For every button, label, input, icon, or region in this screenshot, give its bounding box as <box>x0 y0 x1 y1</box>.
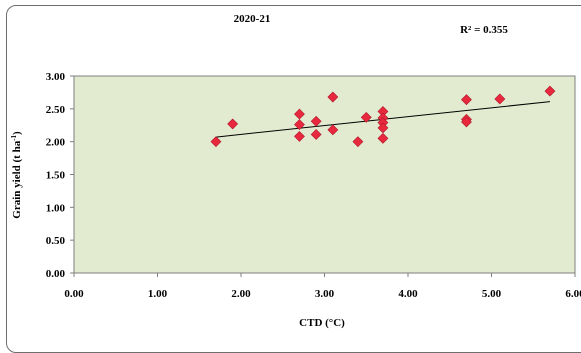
chart-title: 2020-21 <box>234 13 271 25</box>
data-point <box>461 94 472 106</box>
x-tick-label: 5.00 <box>482 288 502 300</box>
data-point <box>294 130 305 142</box>
data-point <box>377 132 389 144</box>
data-point <box>360 111 372 123</box>
y-axis-label-superscript: -1 <box>10 134 18 140</box>
r-squared-annotation: R² = 0.355 <box>460 24 508 36</box>
x-axis-label: CTD (°C) <box>299 317 345 329</box>
data-point <box>327 91 339 103</box>
y-axis-label-main: Grain yield (t ha <box>11 140 23 218</box>
x-axis: 0.00 1.00 2.00 3.00 4.00 5.00 6.00 <box>64 273 581 300</box>
y-axis: 0.00 0.50 1.00 1.50 2.00 2.50 3.00 <box>46 71 74 280</box>
data-point <box>294 119 305 131</box>
data-point <box>210 136 222 148</box>
x-tick-label: 6.00 <box>565 288 581 300</box>
data-point <box>327 124 339 136</box>
data-point <box>352 136 364 148</box>
y-axis-label-end: ) <box>11 131 23 135</box>
x-tick-label: 1.00 <box>148 288 168 300</box>
y-axis-label: Grain yield (t ha-1) <box>10 131 23 219</box>
data-point <box>310 129 322 140</box>
points-layer <box>210 85 556 148</box>
y-tick-label: 0.50 <box>46 235 66 247</box>
x-tick-label: 2.00 <box>231 288 251 300</box>
data-point <box>310 115 322 127</box>
y-tick-label: 2.00 <box>46 137 66 149</box>
data-point <box>294 108 305 120</box>
x-tick-label: 3.00 <box>315 288 335 300</box>
plot-area <box>73 75 576 274</box>
data-point <box>377 122 389 134</box>
y-tick-label: 0.00 <box>46 268 66 280</box>
data-point <box>227 118 239 130</box>
y-tick-label: 1.00 <box>46 202 66 214</box>
data-point <box>544 85 556 97</box>
data-point <box>461 116 472 128</box>
y-tick-label: 1.50 <box>46 170 66 182</box>
x-tick-label: 0.00 <box>64 288 84 300</box>
x-tick-label: 4.00 <box>398 288 418 300</box>
data-point <box>494 93 506 105</box>
y-tick-label: 3.00 <box>46 71 66 83</box>
y-tick-label: 2.50 <box>46 104 66 116</box>
